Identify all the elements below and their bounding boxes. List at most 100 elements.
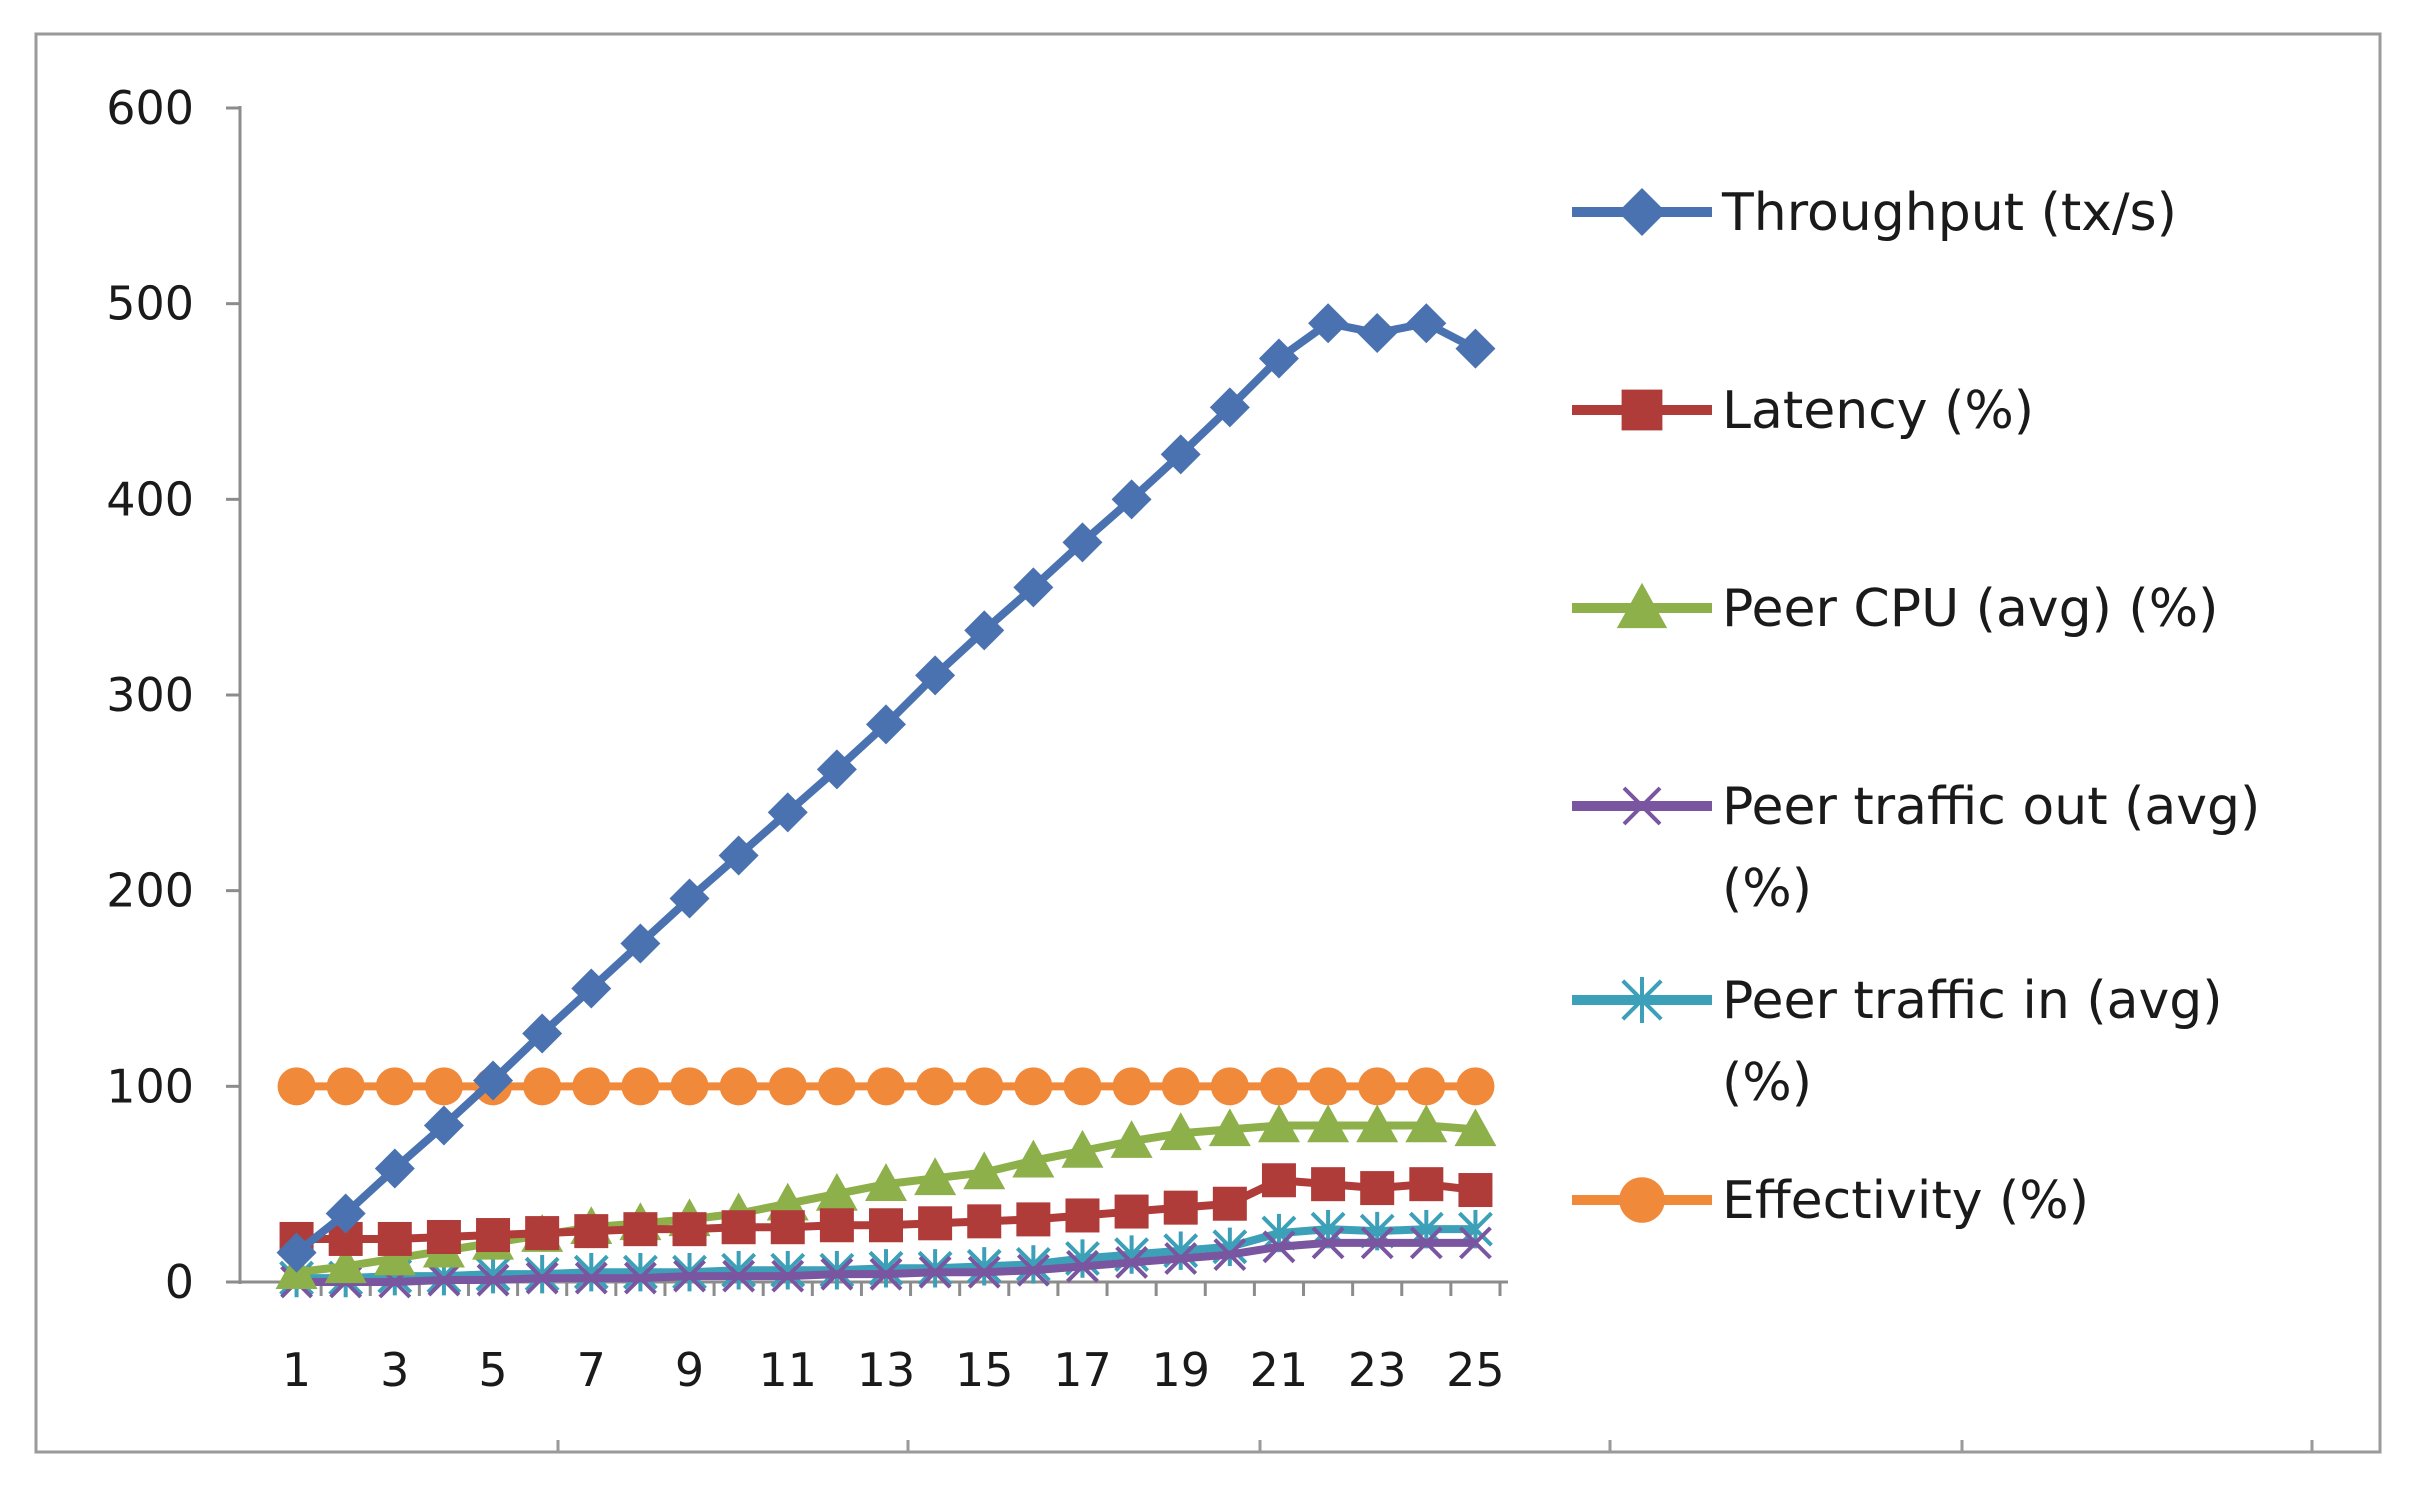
legend-marker-0 — [1618, 188, 1666, 236]
y-tick-label-100: 100 — [106, 1059, 194, 1113]
series-1-point-4 — [426, 1219, 461, 1254]
series-0-point-15 — [964, 610, 1005, 651]
series-1-point-25 — [1458, 1173, 1493, 1208]
series-5-point-12 — [817, 1067, 856, 1106]
series-2-point-16 — [1012, 1139, 1055, 1178]
series-2-point-21 — [1257, 1104, 1300, 1143]
series-1-point-6 — [525, 1216, 560, 1251]
series-0-point-1 — [276, 1232, 317, 1273]
x-tick-label-11: 11 — [758, 1343, 817, 1397]
legend-marker-4 — [1621, 976, 1663, 1024]
x-tick-label-21: 21 — [1250, 1343, 1309, 1397]
series-5-point-22 — [1309, 1067, 1348, 1106]
series-0-point-12 — [816, 749, 857, 790]
series-5-point-13 — [867, 1067, 905, 1106]
series-5-point-18 — [1112, 1067, 1151, 1106]
series-1-point-10 — [721, 1210, 756, 1245]
x-tick-label-1: 1 — [282, 1343, 311, 1397]
series-5-point-14 — [916, 1067, 955, 1106]
series-1-point-14 — [918, 1206, 953, 1241]
series-3-point-21 — [1262, 1230, 1296, 1264]
series-1-point-9 — [672, 1212, 707, 1247]
legend-label-4: Peer traffic in (avg) (%) — [1722, 971, 2223, 1113]
series-3-point-5 — [476, 1263, 510, 1297]
y-tick-label-0: 0 — [165, 1255, 194, 1309]
series-5-point-2 — [326, 1067, 365, 1106]
series-0-group — [276, 303, 1496, 1273]
series-1-point-19 — [1163, 1190, 1198, 1225]
series-2-point-2 — [324, 1245, 367, 1284]
y-tick-label-200: 200 — [106, 864, 194, 918]
series-2-point-15 — [963, 1151, 1006, 1190]
series-3-point-15 — [967, 1255, 1001, 1289]
legend-label-3-line2: (%) — [1722, 859, 1812, 919]
series-1-group — [279, 1163, 1493, 1256]
series-2-point-13 — [865, 1163, 907, 1201]
x-tick-label-7: 7 — [577, 1343, 606, 1397]
series-2-point-19 — [1159, 1112, 1202, 1151]
series-5-point-17 — [1063, 1067, 1102, 1106]
x-tick-label-19: 19 — [1151, 1343, 1210, 1397]
series-0-point-18 — [1111, 479, 1152, 520]
series-4-point-16 — [1015, 1245, 1051, 1284]
series-0-point-5 — [473, 1060, 514, 1101]
series-1-point-23 — [1360, 1171, 1395, 1206]
legend-label-0: Throughput (tx/s) — [1721, 183, 2177, 243]
series-4-point-7 — [573, 1253, 609, 1292]
chart-frame — [34, 32, 2382, 1454]
series-1-point-3 — [377, 1221, 412, 1256]
legend-marker-5 — [1619, 1177, 1665, 1223]
series-5-point-21 — [1259, 1067, 1298, 1106]
x-tick-label-15: 15 — [955, 1343, 1014, 1397]
series-3-group — [280, 1226, 1492, 1299]
series-5-point-19 — [1161, 1067, 1200, 1106]
series-5-point-9 — [670, 1067, 709, 1106]
series-2-point-23 — [1356, 1104, 1399, 1143]
x-tick-label-25: 25 — [1446, 1343, 1505, 1397]
series-3-point-4 — [427, 1263, 461, 1297]
y-tick-label-300: 300 — [106, 668, 194, 722]
series-5-point-7 — [572, 1067, 611, 1106]
series-3-point-18 — [1115, 1246, 1149, 1279]
series-5-point-23 — [1358, 1067, 1397, 1106]
series-2-point-24 — [1405, 1104, 1448, 1143]
series-4-point-8 — [622, 1253, 658, 1292]
series-2-point-18 — [1110, 1120, 1153, 1158]
x-tick-label-17: 17 — [1053, 1343, 1112, 1397]
series-0-point-21 — [1258, 338, 1299, 379]
series-5-point-3 — [375, 1067, 414, 1106]
series-0-point-2 — [325, 1193, 366, 1234]
series-5-point-15 — [965, 1067, 1004, 1106]
series-0-point-3 — [374, 1148, 415, 1189]
series-5-point-1 — [277, 1067, 316, 1106]
series-0-point-19 — [1160, 434, 1201, 475]
legend-marker-2 — [1616, 582, 1668, 629]
y-tick-label-600: 600 — [106, 81, 194, 135]
series-4-point-5 — [475, 1254, 511, 1294]
series-5-point-16 — [1014, 1067, 1053, 1106]
legend-label-4-line2: (%) — [1722, 1053, 1812, 1113]
series-0-point-24 — [1406, 303, 1447, 344]
series-3-point-23 — [1360, 1226, 1394, 1260]
series-5-point-4 — [424, 1067, 463, 1106]
series-4-point-10 — [721, 1251, 757, 1290]
x-tick-label-13: 13 — [857, 1343, 916, 1397]
series-1-point-5 — [476, 1218, 511, 1253]
series-2-point-3 — [373, 1237, 416, 1276]
series-0-point-16 — [1013, 567, 1054, 608]
series-1-point-22 — [1311, 1167, 1346, 1202]
series-3-point-11 — [771, 1259, 805, 1293]
legend-label-1: Latency (%) — [1722, 381, 2034, 441]
legend-marker-1 — [1621, 389, 1663, 431]
series-0-point-11 — [767, 792, 808, 833]
series-3-point-19 — [1164, 1242, 1198, 1275]
series-5-point-6 — [523, 1067, 562, 1106]
series-3-point-13 — [869, 1257, 903, 1291]
series-4-point-13 — [868, 1249, 904, 1288]
series-0-point-17 — [1062, 522, 1103, 563]
series-1-point-15 — [967, 1204, 1002, 1239]
legend-label-3: Peer traffic out (avg) (%) — [1722, 777, 2260, 919]
series-3-point-22 — [1311, 1226, 1345, 1260]
series-4-point-11 — [770, 1251, 806, 1290]
series-5-point-8 — [621, 1067, 660, 1106]
